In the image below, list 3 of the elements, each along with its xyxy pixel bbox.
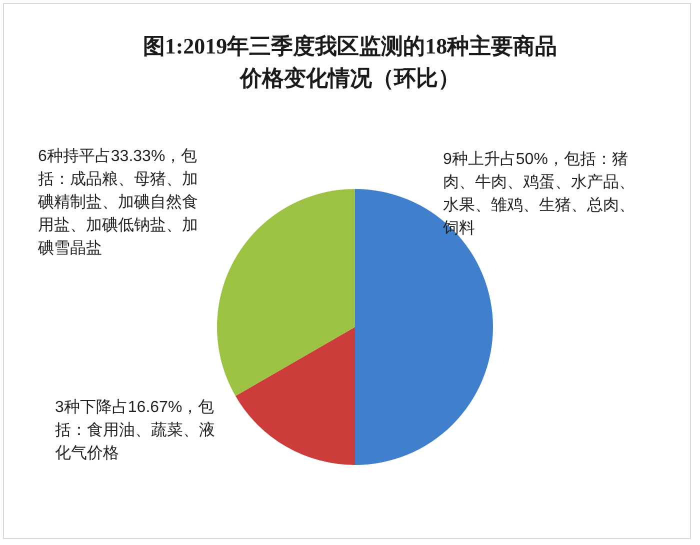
slice-label: 6种持平占33.33%，包括：成品粮、母猪、加碘精制盐、加碘自然食用盐、加碘低钠盐、加碘雪晶盐 — [37, 147, 198, 257]
chart-title: 图1:2019年三季度我区监测的18种主要商品价格变化情况（环比） — [142, 34, 558, 90]
slice-label: 3种下降占16.67%，包括：食用油、蔬菜、液化气价格 — [55, 398, 215, 462]
